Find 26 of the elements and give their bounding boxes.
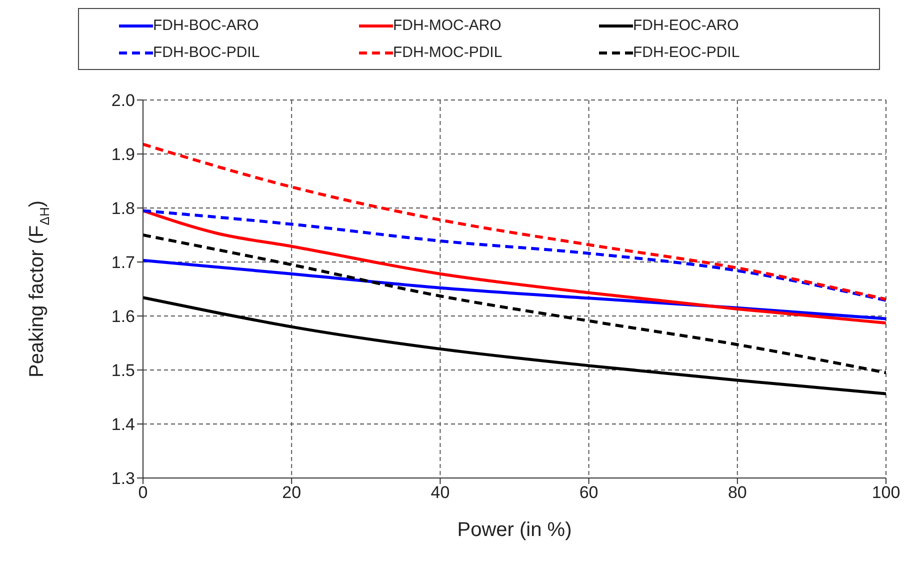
- line-series: [143, 234, 886, 374]
- x-tick-label: 20: [282, 483, 302, 502]
- x-tick-label: 0: [138, 483, 148, 502]
- line-series: [143, 209, 886, 302]
- x-tick-label: 100: [872, 483, 900, 502]
- legend-label: FDH-EOC-PDIL: [633, 44, 740, 61]
- y-tick-label: 1.8: [111, 199, 135, 218]
- y-tick-label: 1.9: [111, 145, 135, 164]
- y-tick-label: 1.7: [111, 253, 135, 272]
- legend-label: FDH-BOC-ARO: [153, 17, 259, 34]
- line-series: [143, 296, 886, 396]
- legend-label: FDH-EOC-ARO: [633, 17, 739, 34]
- x-axis-title: Power (in %): [457, 519, 572, 541]
- line-series: [143, 209, 886, 325]
- y-tick-label: 1.5: [111, 361, 135, 380]
- legend-label: FDH-MOC-PDIL: [393, 44, 502, 61]
- legend-label: FDH-BOC-PDIL: [153, 44, 260, 61]
- x-tick-label: 80: [728, 483, 747, 502]
- line-series: [143, 142, 886, 301]
- x-tick-label: 60: [579, 483, 598, 502]
- legend-label: FDH-MOC-ARO: [393, 17, 502, 34]
- y-tick-label: 1.3: [111, 469, 135, 488]
- x-tick-label: 40: [430, 483, 450, 502]
- y-tick-label: 2.0: [111, 91, 135, 110]
- y-tick-label: 1.4: [111, 415, 135, 434]
- y-tick-label: 1.6: [111, 307, 135, 326]
